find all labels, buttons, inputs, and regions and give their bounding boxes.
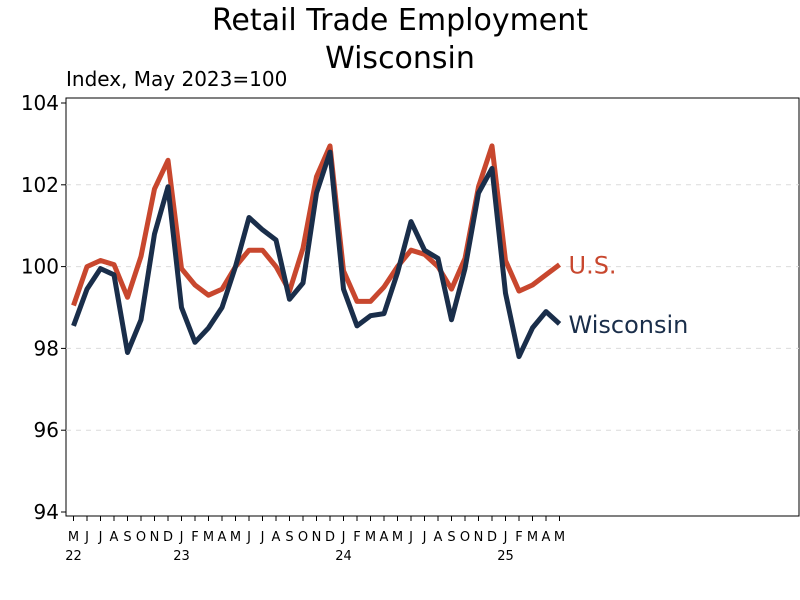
y-axis-label: Index, May 2023=100 <box>66 67 287 91</box>
series-labels: U.S. Wisconsin <box>569 252 689 339</box>
y-tick-label: 100 <box>21 255 59 279</box>
x-tick-label: O <box>460 530 470 545</box>
x-tick-label: A <box>434 530 443 545</box>
x-tick-label: M <box>527 530 538 545</box>
x-tick-label: J <box>179 530 184 545</box>
x-tick-label: F <box>515 530 522 545</box>
y-axis: 94 96 98 100 102 104 <box>21 91 66 524</box>
series-lines <box>71 143 562 360</box>
x-tick-label: D <box>325 530 335 545</box>
x-year-label: 22 <box>65 549 82 564</box>
x-tick-label: J <box>408 530 413 545</box>
y-tick-label: 96 <box>34 418 59 442</box>
x-tick-label: M <box>68 530 79 545</box>
x-tick-label: M <box>554 530 565 545</box>
x-tick-label: J <box>503 530 508 545</box>
x-tick-label: M <box>365 530 376 545</box>
x-tick-label: D <box>487 530 497 545</box>
x-tick-label: M <box>203 530 214 545</box>
x-tick-label: J <box>341 530 346 545</box>
x-tick-label: N <box>150 530 160 545</box>
x-tick-label: S <box>123 530 131 545</box>
x-tick-label: O <box>298 530 308 545</box>
x-tick-label: A <box>110 530 119 545</box>
x-tick-label: N <box>312 530 322 545</box>
y-tick-label: 102 <box>21 173 59 197</box>
y-tick-label: 98 <box>34 336 59 360</box>
x-tick-label: M <box>230 530 241 545</box>
y-tick-label: 104 <box>21 91 59 115</box>
x-year-label: 25 <box>497 549 514 564</box>
plot-frame <box>65 97 800 517</box>
x-tick-label: A <box>218 530 227 545</box>
x-tick-label: J <box>260 530 265 545</box>
x-tick-label: M <box>392 530 403 545</box>
x-tick-label: O <box>136 530 146 545</box>
series-label: U.S. <box>569 252 617 280</box>
x-tick-label: A <box>272 530 281 545</box>
x-tick-label: J <box>84 530 89 545</box>
y-tick-label: 94 <box>34 500 59 524</box>
grid-lines <box>66 184 799 431</box>
x-tick-label: F <box>191 530 198 545</box>
chart-subtitle: Wisconsin <box>325 41 475 76</box>
x-year-label: 24 <box>335 549 352 564</box>
x-tick-label: J <box>422 530 427 545</box>
x-tick-label: F <box>353 530 360 545</box>
x-tick-label: S <box>447 530 455 545</box>
x-tick-label: N <box>474 530 484 545</box>
series-line-wisconsin <box>71 149 562 360</box>
x-tick-label: J <box>246 530 251 545</box>
chart-title: Retail Trade Employment <box>212 3 588 38</box>
x-tick-label: J <box>98 530 103 545</box>
x-year-label: 23 <box>173 549 190 564</box>
x-tick-label: D <box>163 530 173 545</box>
x-axis: M J J A S O N D J F M A M J J A S O N D J F M A M J J A S O N D J F M A M22 2… <box>65 516 565 564</box>
x-tick-label: A <box>542 530 551 545</box>
x-tick-label: A <box>380 530 389 545</box>
x-tick-label: S <box>285 530 293 545</box>
series-line-u-s <box>71 143 562 307</box>
series-label: Wisconsin <box>569 311 689 339</box>
